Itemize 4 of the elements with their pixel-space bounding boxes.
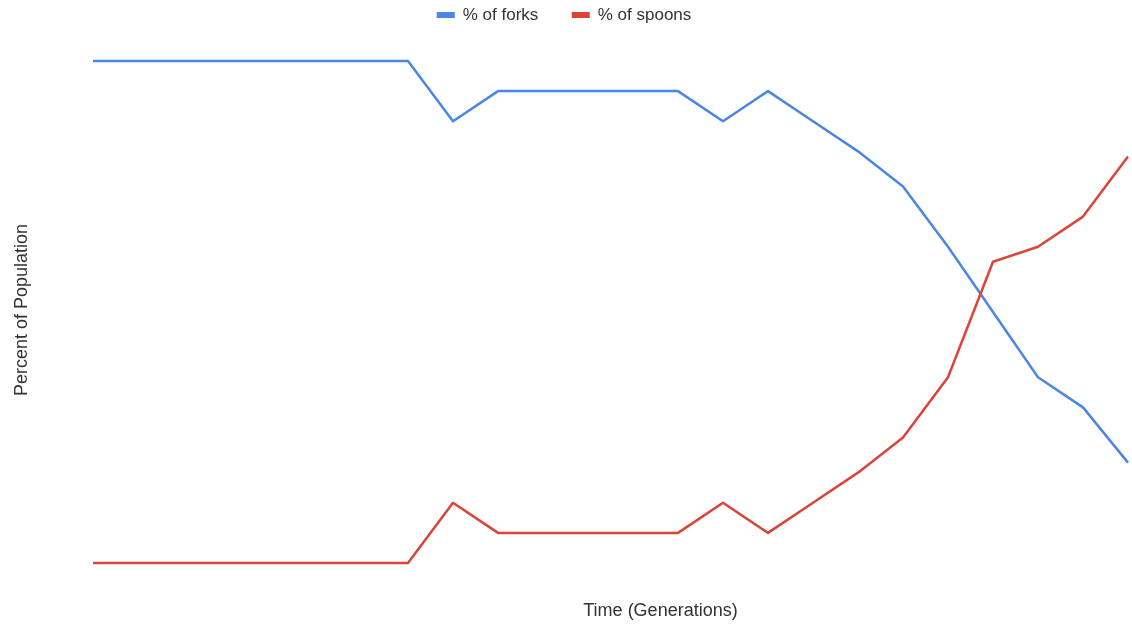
y-axis-title: Percent of Population [11, 223, 31, 397]
legend-label: % of spoons [597, 5, 692, 24]
x-axis-title: Time (Generations) [583, 600, 738, 620]
legend-label: % of forks [462, 5, 539, 24]
